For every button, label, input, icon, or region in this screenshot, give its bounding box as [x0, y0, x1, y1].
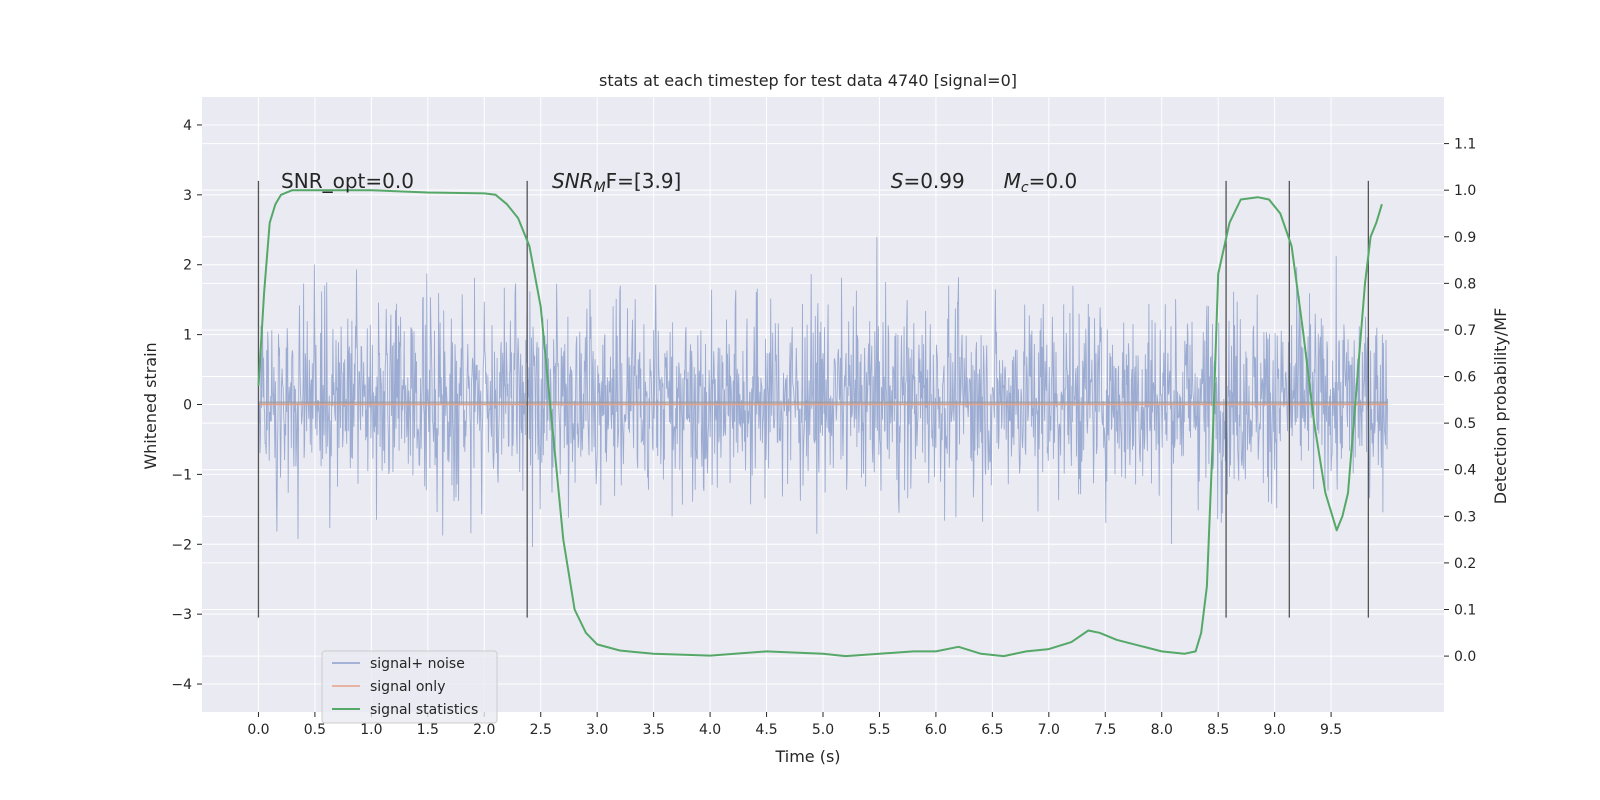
- x-tick-label: 1.0: [360, 722, 382, 738]
- y-tick-label: 1: [183, 328, 192, 344]
- x-tick-label: 6.5: [981, 722, 1003, 738]
- y2-tick-label: 1.1: [1454, 137, 1476, 153]
- legend: signal+ noise signal only signal statist…: [321, 650, 498, 724]
- x-axis-label: Time (s): [774, 747, 840, 766]
- annotations: SNR_opt=0.0 SNRMF=[3.9] S=0.99 Mc=0.0: [281, 169, 1077, 196]
- y2-tick-label: 0.1: [1454, 603, 1476, 619]
- x-tick-label: 3.5: [643, 722, 665, 738]
- y2-tick-label: 0.7: [1454, 323, 1476, 339]
- signal-only-series: [258, 401, 1388, 406]
- statistics-series: [257, 189, 1383, 658]
- noise-trace: [258, 236, 1388, 548]
- y2-tick-label: 0.4: [1454, 463, 1476, 479]
- x-tick-label: 5.0: [812, 722, 834, 738]
- x-axis-ticks: 0.0 0.5 1.0 1.5 2.0 2.5 3.0 3.5 4.0 4.5 5.0 5.5 6.0 6…: [247, 712, 1342, 738]
- legend-label-statistics: signal statistics: [370, 702, 478, 718]
- annotation-text: Mc=0.0: [1004, 169, 1078, 196]
- x-tick-label: 8.5: [1207, 722, 1229, 738]
- y2-tick-label: 1.0: [1454, 183, 1476, 199]
- y-tick-label: −4: [171, 677, 192, 693]
- legend-frame: [321, 650, 498, 724]
- x-tick-label: 0.0: [247, 722, 269, 738]
- x-tick-label: 4.5: [755, 722, 777, 738]
- y-tick-label: −2: [171, 537, 192, 553]
- x-tick-label: 0.5: [304, 722, 326, 738]
- y2-tick-label: 0.6: [1454, 370, 1476, 386]
- y-tick-label: 4: [183, 118, 192, 134]
- y2-tick-label: 0.0: [1454, 649, 1476, 665]
- y-tick-label: 3: [183, 188, 192, 204]
- x-tick-label: 7.0: [1038, 722, 1060, 738]
- x-tick-label: 9.5: [1320, 722, 1342, 738]
- annotation-text: SNRMF=[3.9]: [552, 169, 681, 196]
- y-axis-label: Whitened strain: [141, 342, 160, 469]
- legend-label-noise: signal+ noise: [370, 656, 465, 672]
- x-tick-label: 3.0: [586, 722, 608, 738]
- statistics-curve: [257, 189, 1383, 658]
- y2-tick-label: 0.8: [1454, 276, 1476, 292]
- x-tick-label: 5.5: [868, 722, 890, 738]
- x-tick-label: 6.0: [925, 722, 947, 738]
- x-tick-label: 7.5: [1094, 722, 1116, 738]
- y2-tick-label: 0.9: [1454, 230, 1476, 246]
- y-axis-ticks: −4 −3 −2 −1 0 1 2 3 4: [171, 118, 202, 693]
- y2-tick-label: 0.2: [1454, 556, 1476, 572]
- y2-axis-label: Detection probability/MF: [1491, 308, 1510, 505]
- y-tick-label: −1: [171, 467, 192, 483]
- legend-label-signal: signal only: [370, 679, 445, 695]
- x-tick-label: 9.0: [1264, 722, 1286, 738]
- y-tick-label: 0: [183, 398, 192, 414]
- y2-tick-label: 0.3: [1454, 509, 1476, 525]
- y2-axis-ticks: 0.0 0.1 0.2 0.3 0.4 0.5 0.6 0.7 0.8 0.9 1.0 1.1: [1444, 137, 1476, 665]
- annotation-text: S=0.99: [891, 169, 965, 193]
- y2-tick-label: 0.5: [1454, 416, 1476, 432]
- annotation-text: SNR_opt=0.0: [281, 169, 414, 193]
- chart-title: stats at each timestep for test data 474…: [599, 71, 1017, 90]
- x-tick-label: 8.0: [1151, 722, 1173, 738]
- x-tick-label: 2.5: [530, 722, 552, 738]
- x-tick-label: 4.0: [699, 722, 721, 738]
- x-tick-label: 1.5: [417, 722, 439, 738]
- noise-series: [258, 236, 1388, 548]
- y-tick-label: 2: [183, 258, 192, 274]
- y-tick-label: −3: [171, 607, 192, 623]
- x-tick-label: 2.0: [473, 722, 495, 738]
